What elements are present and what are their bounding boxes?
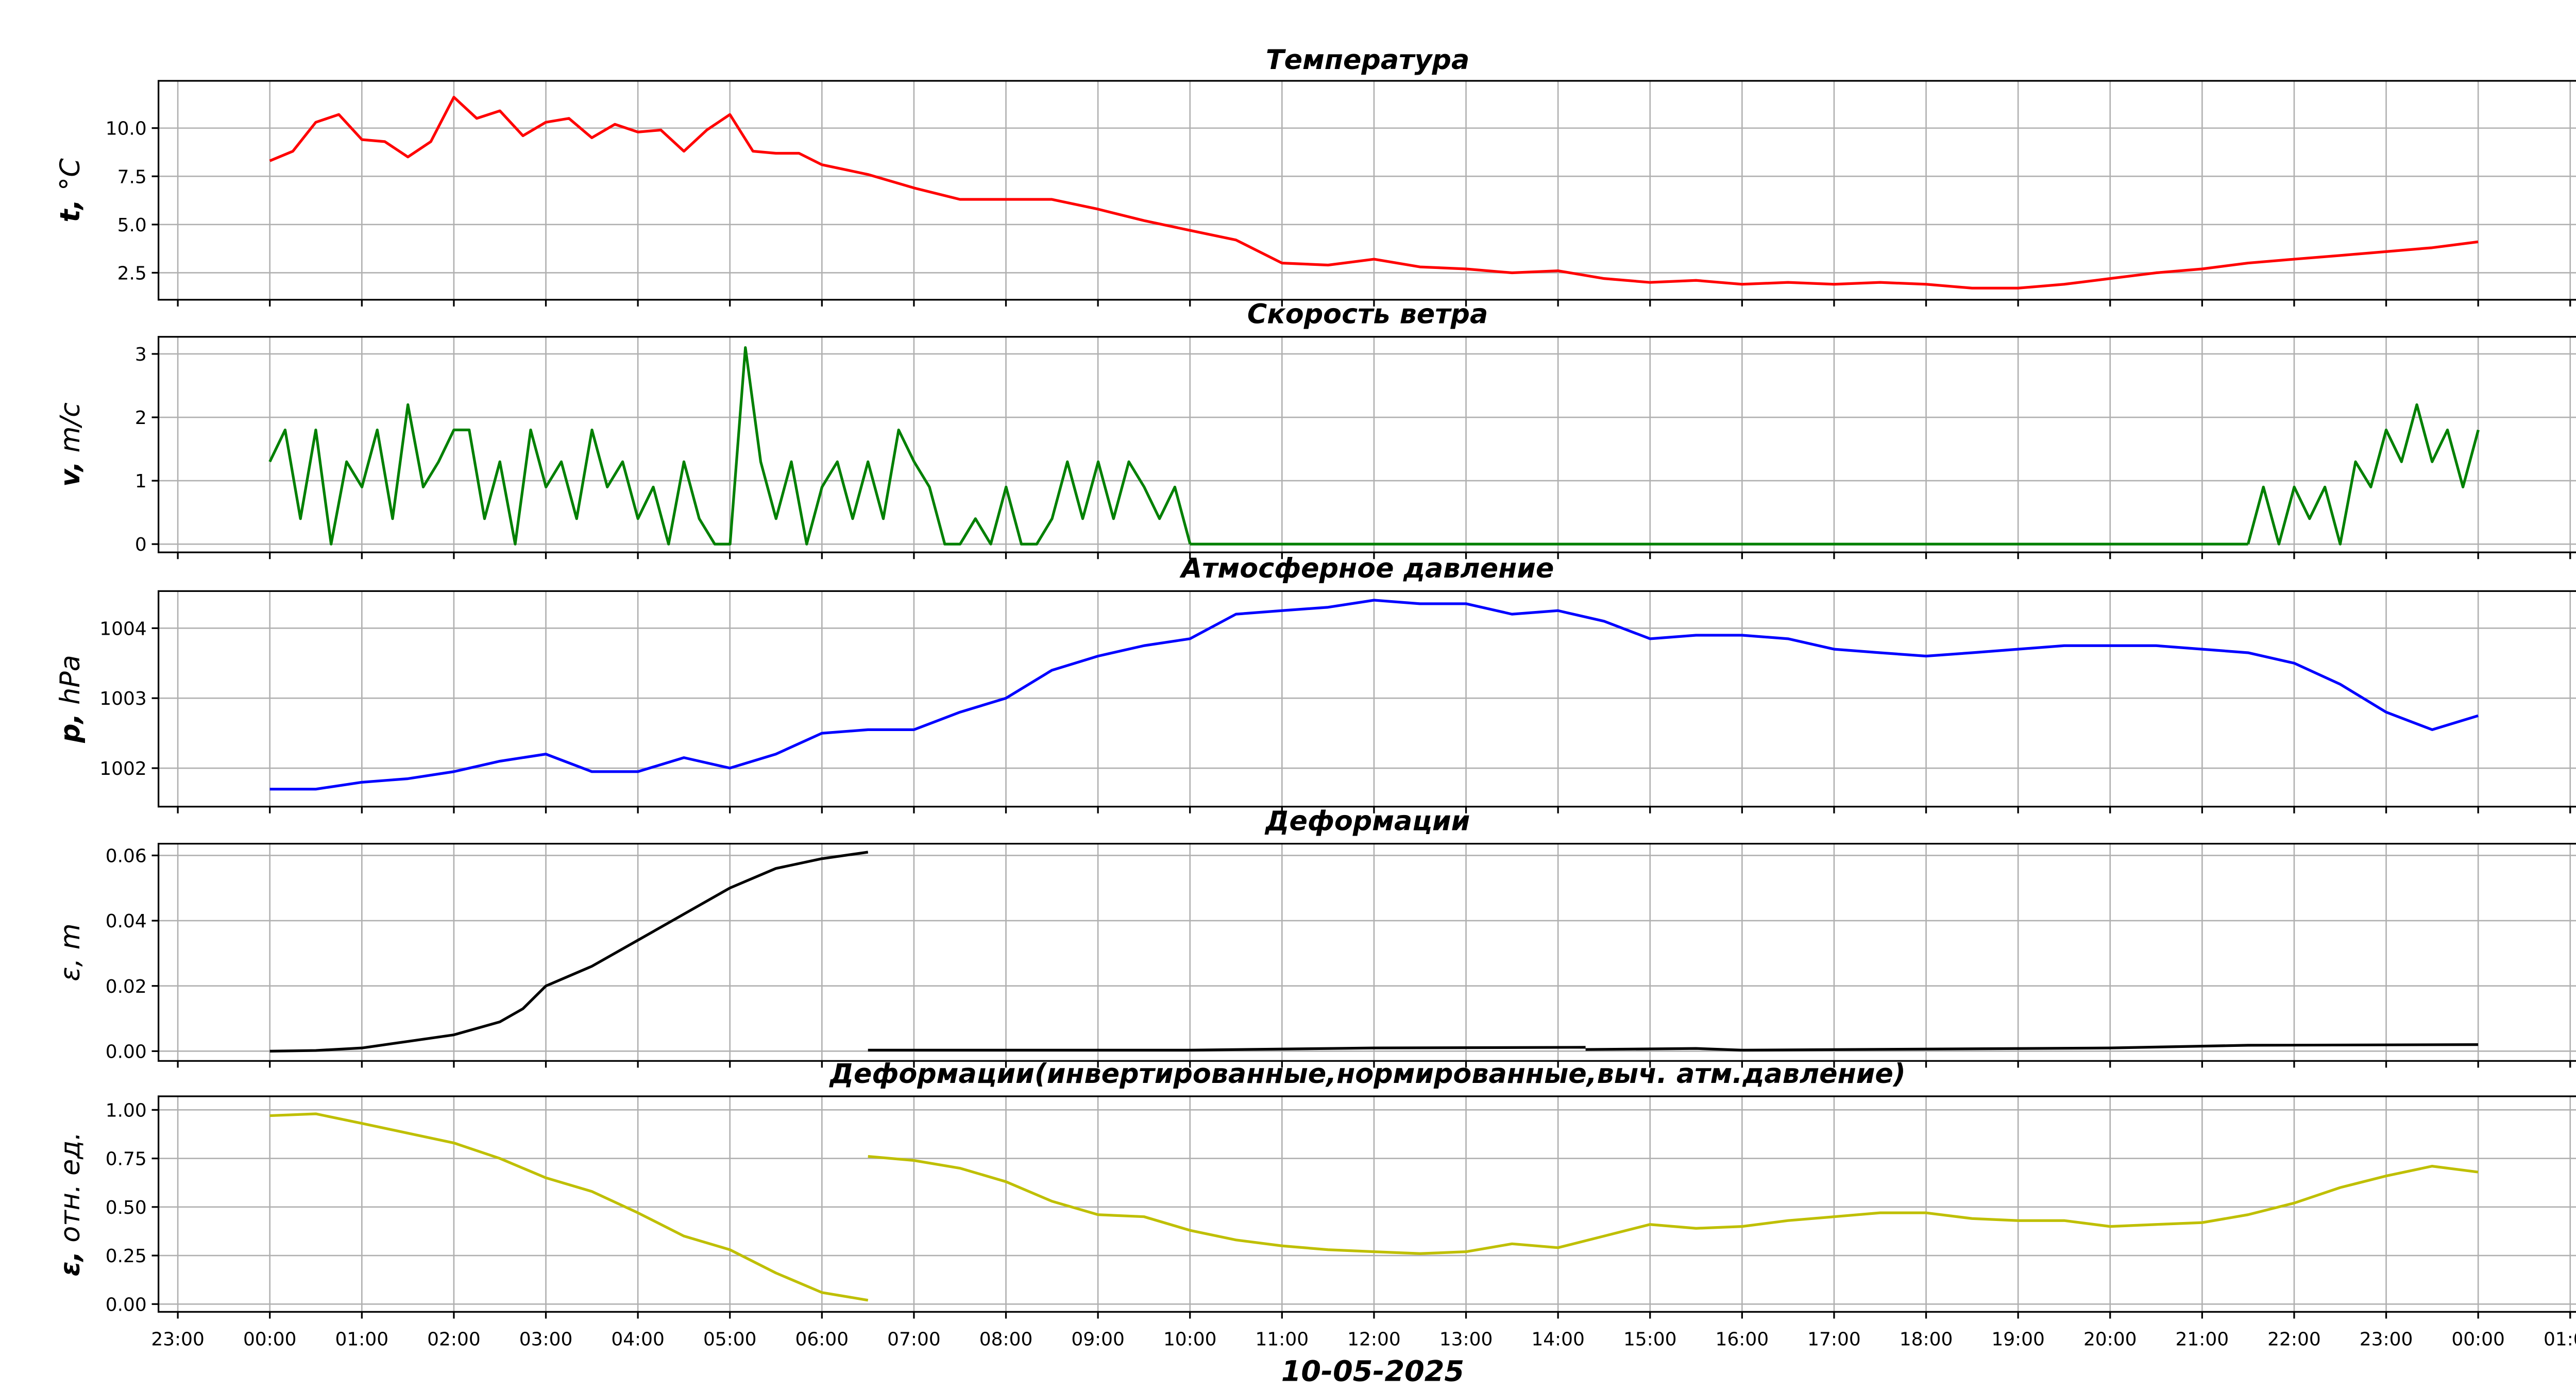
y-axis-label: ε, m <box>55 923 86 981</box>
y-axis-label-symbol: ε, <box>55 1251 86 1276</box>
x-tick-label: 21:00 <box>2176 1329 2229 1350</box>
x-tick-label: 11:00 <box>1256 1329 1309 1350</box>
y-tick-label: 10.0 <box>106 118 147 140</box>
y-tick-label: 1003 <box>99 688 146 709</box>
y-tick-label: 0.04 <box>106 911 147 932</box>
series-line <box>2246 403 2480 546</box>
y-axis-label-symbol: t, <box>55 199 86 223</box>
panel-title: Деформации(инвертированные,нормированные… <box>828 1058 1905 1090</box>
y-tick-label: 3 <box>135 344 147 365</box>
y-axis-label-unit: ε, m <box>55 923 86 981</box>
series-line <box>269 95 2479 290</box>
panel-title: Деформации <box>1264 806 1470 837</box>
axes-frame <box>157 843 2576 1062</box>
x-tick-label: 16:00 <box>1716 1329 1769 1350</box>
y-tick-label: 0.06 <box>106 846 147 867</box>
y-axis-label-unit: m/c <box>55 402 86 461</box>
y-axis-label-unit: °C <box>55 158 86 199</box>
x-tick-label: 23:00 <box>151 1329 205 1350</box>
axes-frame <box>157 336 2576 553</box>
panel-title: Скорость ветра <box>1247 299 1488 330</box>
x-tick-label: 05:00 <box>703 1329 757 1350</box>
y-axis-label: ε, отн. ед. <box>55 1132 86 1276</box>
axes-frame <box>157 590 2576 808</box>
x-tick-label: 14:00 <box>1531 1329 1585 1350</box>
x-tick-label: 20:00 <box>2083 1329 2137 1350</box>
series-line <box>269 1112 869 1302</box>
axes-frame <box>157 80 2576 301</box>
y-axis-label: t, °C <box>55 158 86 223</box>
series-line <box>269 599 2479 791</box>
x-tick-label: 19:00 <box>1991 1329 2045 1350</box>
y-tick-label: 0.25 <box>106 1246 147 1267</box>
x-tick-label: 08:00 <box>979 1329 1033 1350</box>
panel-2: 0 1 2 3 Скорость ветра v, m/c <box>55 299 2576 559</box>
y-tick-label: 0.00 <box>106 1041 147 1062</box>
x-tick-label: 17:00 <box>1807 1329 1861 1350</box>
y-tick-label: 0 <box>135 534 147 555</box>
x-tick-label: 06:00 <box>795 1329 849 1350</box>
x-tick-label: 13:00 <box>1439 1329 1493 1350</box>
x-tick-label: 07:00 <box>887 1329 941 1350</box>
y-axis-label-unit: hPa <box>55 655 86 713</box>
panel-3: 1002 1003 1004 Атмосферное давление p, hPa <box>55 553 2576 813</box>
series-line <box>268 346 1192 546</box>
x-tick-label: 09:00 <box>1071 1329 1125 1350</box>
x-tick-label: 04:00 <box>611 1329 665 1350</box>
x-tick-label: 15:00 <box>1623 1329 1677 1350</box>
panel-5: 0.00 0.25 0.50 0.75 1.00 23:00 00:00 01:00 02:00… <box>55 1058 2576 1350</box>
y-tick-label: 2.5 <box>117 263 147 284</box>
y-tick-label: 2 <box>135 408 147 429</box>
series-line <box>1585 1043 2479 1052</box>
panel-1: 2.5 5.0 7.5 10.0 Температура t, °C <box>55 44 2576 307</box>
x-tick-label: 18:00 <box>1900 1329 1953 1350</box>
y-tick-label: 7.5 <box>117 166 147 188</box>
y-tick-label: 1004 <box>99 618 146 639</box>
y-tick-label: 1002 <box>99 758 146 779</box>
x-tick-label: 10:00 <box>1163 1329 1217 1350</box>
x-tick-label: 02:00 <box>427 1329 481 1350</box>
y-axis-label-symbol: v, <box>55 461 86 487</box>
y-axis-label: v, m/c <box>55 402 86 487</box>
y-tick-label: 1.00 <box>106 1100 147 1121</box>
series-line <box>868 1155 2479 1255</box>
x-tick-label: 23:00 <box>2360 1329 2413 1350</box>
y-tick-label: 0.50 <box>106 1197 147 1218</box>
y-axis-label-symbol: p, <box>55 714 86 743</box>
y-tick-label: 0.00 <box>106 1294 147 1315</box>
x-tick-label: 01:00 <box>335 1329 389 1350</box>
x-tick-label: 22:00 <box>2267 1329 2321 1350</box>
x-tick-label: 03:00 <box>519 1329 573 1350</box>
y-axis-label-unit: отн. ед. <box>55 1132 86 1251</box>
axes-frame <box>157 1095 2576 1313</box>
panel-title: Температура <box>1266 44 1469 76</box>
x-axis-label: 10-05-2025 <box>1281 1354 1464 1388</box>
panel-title: Атмосферное давление <box>1179 553 1554 584</box>
series-line <box>868 1046 1586 1052</box>
x-tick-label: 00:00 <box>2451 1329 2505 1350</box>
y-axis-label: p, hPa <box>55 655 86 743</box>
series-line <box>269 851 869 1053</box>
panel-4: 0.00 0.02 0.04 0.06 Деформации ε, m <box>55 806 2576 1068</box>
y-tick-label: 0.75 <box>106 1149 147 1170</box>
y-tick-label: 1 <box>135 471 147 492</box>
y-tick-label: 5.0 <box>117 215 147 236</box>
x-tick-label: 00:00 <box>243 1329 297 1350</box>
x-tick-label: 12:00 <box>1347 1329 1401 1350</box>
y-tick-label: 0.02 <box>106 976 147 997</box>
x-tick-label: 01:00 <box>2544 1329 2576 1350</box>
